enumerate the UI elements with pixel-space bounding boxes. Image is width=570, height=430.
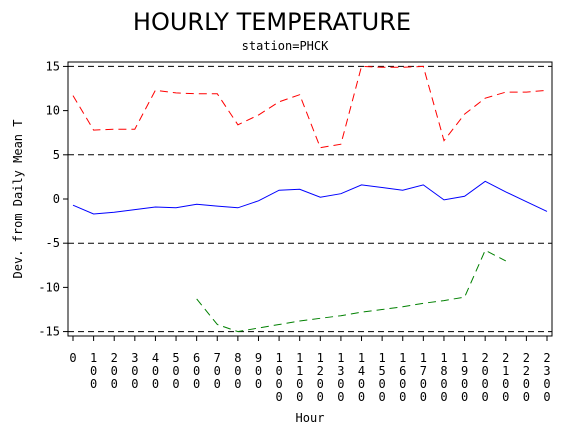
reference-lines	[68, 65, 552, 333]
chart-title: HOURLY TEMPERATURE	[133, 8, 411, 36]
y-tick-label: -5	[46, 236, 60, 250]
series-line-2	[72, 180, 548, 215]
series-layer	[72, 65, 548, 333]
y-axis-ticks: -15 -10 -5 0 5 10 15	[38, 59, 68, 339]
x-tick-label: 0	[69, 351, 76, 365]
series-line-1	[72, 65, 548, 149]
y-tick-label: -15	[38, 325, 60, 339]
y-tick-label: 10	[46, 104, 60, 118]
y-tick-label: -10	[38, 280, 60, 294]
x-axis-label: Hour	[296, 411, 325, 425]
chart-subtitle: station=PHCK	[242, 39, 329, 53]
y-tick-label: 15	[46, 59, 60, 73]
y-tick-label: 5	[53, 148, 60, 162]
series-line-3	[196, 249, 507, 333]
y-axis-label: Dev. from Daily Mean T	[11, 120, 25, 279]
x-axis-ticks: 0 1 0 0 2 0 0 3 0 0 4 0 0 5 0 0 6 0 0 7 0 0 8 0 0 9 0 0 1 0 0 0 1 1 0 0 1 2 0 0…	[69, 336, 551, 404]
y-tick-label: 0	[53, 192, 60, 206]
